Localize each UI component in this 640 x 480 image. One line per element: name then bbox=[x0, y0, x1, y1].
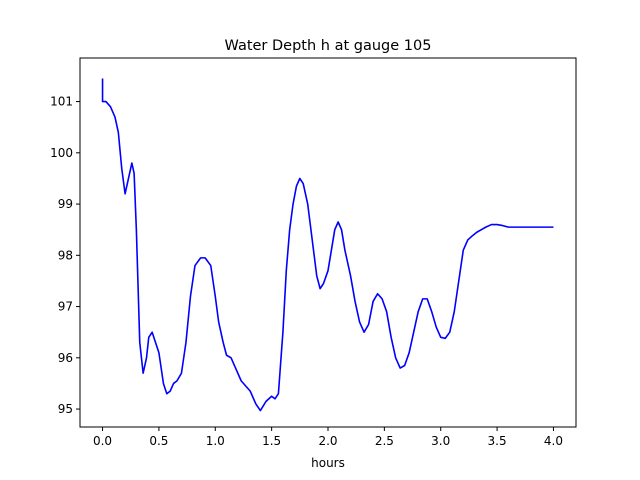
y-tick-label: 96 bbox=[58, 351, 73, 365]
x-tick-label: 2.0 bbox=[318, 434, 337, 448]
y-tick-label: 95 bbox=[58, 402, 73, 416]
y-tick-label: 101 bbox=[50, 95, 73, 109]
y-tick-label: 99 bbox=[58, 197, 73, 211]
x-tick-label: 4.0 bbox=[544, 434, 563, 448]
chart-title: Water Depth h at gauge 105 bbox=[225, 38, 432, 54]
series-line-0 bbox=[101, 78, 554, 412]
y-tick-label: 100 bbox=[50, 146, 73, 160]
y-tick-label: 98 bbox=[58, 248, 73, 262]
x-axis-label: hours bbox=[311, 456, 345, 470]
x-tick-label: 3.0 bbox=[431, 434, 450, 448]
x-tick-label: 0.5 bbox=[149, 434, 168, 448]
x-tick-label: 2.5 bbox=[375, 434, 394, 448]
x-tick-label: 3.5 bbox=[488, 434, 507, 448]
x-tick-label: 1.0 bbox=[206, 434, 225, 448]
x-axis-ticks: 0.0 0.5 1.0 1.5 2.0 2.5 3.0 3.5 4.0 bbox=[93, 427, 563, 448]
y-tick-label: 97 bbox=[58, 300, 73, 314]
x-tick-label: 1.5 bbox=[262, 434, 281, 448]
y-axis-ticks: 95 96 97 98 99 100 101 bbox=[50, 95, 80, 416]
x-tick-label: 0.0 bbox=[93, 434, 112, 448]
